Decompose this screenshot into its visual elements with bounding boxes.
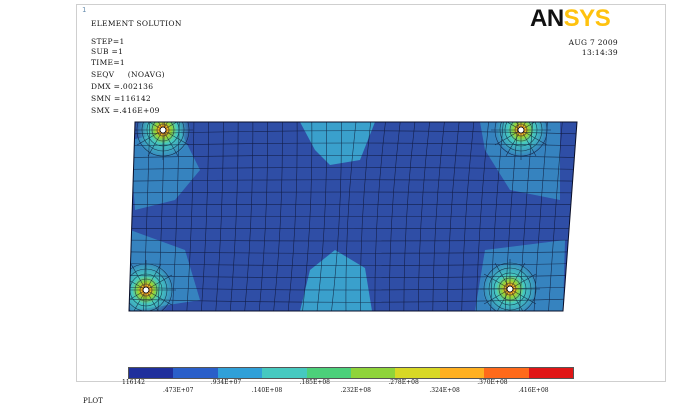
time-label: TIME=1: [91, 58, 125, 67]
plot-time: 13:14:39: [581, 48, 618, 57]
legend-label-top-4: .278E+08: [388, 379, 419, 386]
window-number: 1: [82, 6, 87, 14]
legend-label-bottom-2: .140E+08: [251, 387, 283, 394]
legend-swatch-8: [439, 368, 485, 378]
result-title: ELEMENT SOLUTION: [91, 19, 182, 28]
legend-swatch-9: [484, 368, 529, 378]
plot-footer-label: PLOT: [83, 397, 103, 405]
legend-swatch-6: [351, 368, 396, 378]
legend-label-top-5: .370E+08: [477, 379, 508, 386]
legend-swatch-5: [306, 368, 352, 378]
bolt-hole-top-right: [517, 126, 525, 134]
legend-swatch-2: [173, 368, 218, 378]
plate-region: [129, 122, 577, 311]
legend-swatch-3: [217, 368, 263, 378]
contour-legend-bar: [128, 367, 574, 379]
legend-label-top-1: 116142: [122, 379, 145, 386]
logo-part-an: AN: [530, 5, 564, 32]
legend-swatch-4: [262, 368, 307, 378]
legend-swatch-7: [395, 368, 440, 378]
bolt-hole-top-left: [159, 126, 167, 134]
smn-label: SMN =116142: [91, 94, 151, 103]
plate-outline: [128, 121, 578, 312]
legend-label-top-3: .185E+08: [299, 379, 330, 386]
legend-label-bottom-5: .416E+08: [518, 387, 549, 394]
bolt-hole-bottom-right: [506, 285, 514, 293]
legend-label-top-2: .934E+07: [210, 379, 242, 386]
legend-label-bottom-4: .324E+08: [429, 387, 460, 394]
step-label: STEP=1: [91, 37, 125, 46]
logo-part-sys: SYS: [563, 5, 611, 32]
bolt-hole-bottom-left: [142, 286, 150, 294]
result-type-label: SEQV (NOAVG): [91, 70, 165, 79]
plot-date: AUG 7 2009: [568, 38, 618, 47]
legend-label-bottom-1: .473E+07: [163, 387, 194, 394]
ansys-logo: ANSYS: [530, 5, 611, 32]
element-mesh: [129, 122, 577, 311]
sub-label: SUB =1: [91, 47, 124, 56]
smx-label: SMX =.416E+09: [91, 106, 160, 115]
legend-label-bottom-3: .232E+08: [340, 387, 371, 394]
legend-swatch-10: [528, 368, 574, 378]
legend-swatch-1: [129, 368, 174, 378]
dmx-label: DMX =.002136: [91, 82, 154, 91]
low-stress-zone-top: [300, 122, 375, 165]
